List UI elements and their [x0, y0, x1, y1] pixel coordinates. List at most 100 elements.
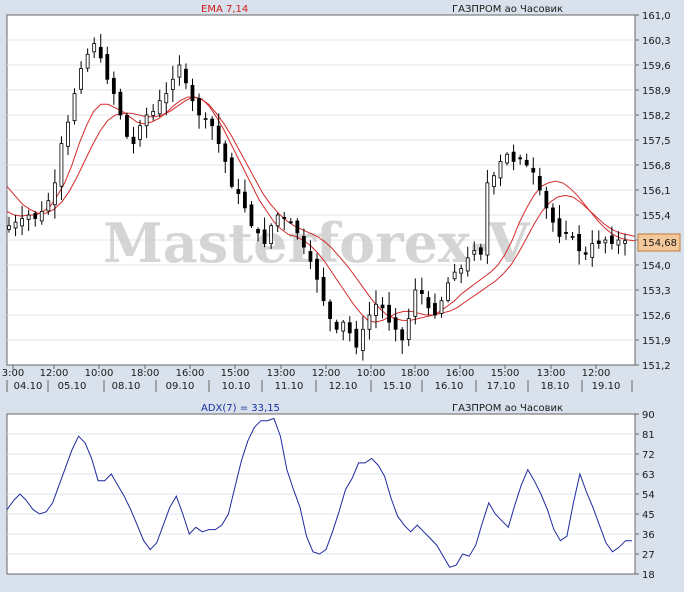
adx-line — [6, 417, 632, 568]
candle-body — [295, 220, 300, 234]
last-price-box — [637, 233, 681, 252]
candle-body — [492, 175, 496, 187]
candle-body — [308, 251, 313, 262]
candle-body — [315, 258, 319, 280]
candles — [7, 33, 627, 361]
candle-body — [275, 214, 280, 227]
date-label: 19.10 — [592, 381, 621, 392]
candle-body — [39, 211, 44, 222]
candle-body — [157, 100, 162, 115]
candle-body — [446, 282, 450, 301]
time-label: 12:00 — [40, 368, 69, 379]
time-label: 16:00 — [446, 368, 475, 379]
adx-y-tick-label: 63 — [642, 470, 655, 481]
time-label: 13:00 — [537, 368, 566, 379]
candle-body — [531, 167, 536, 173]
candle-body — [387, 304, 391, 323]
price-y-axis: 161,0 160,3 159,6 158,9 158,2 157,5 156,8 156,1… — [635, 11, 671, 372]
candle-body — [52, 182, 57, 206]
date-label: 12.10 — [329, 381, 358, 392]
price-grid — [7, 39, 635, 341]
candle-body — [413, 289, 418, 317]
price-y-tick-label: 153,3 — [642, 286, 671, 297]
candle-body — [570, 236, 575, 238]
candle-body — [151, 111, 156, 116]
candle-body — [20, 218, 25, 227]
candle-body — [367, 314, 372, 330]
candle-body — [347, 322, 352, 334]
price-y-tick-label: 151,2 — [642, 361, 671, 372]
candle-body — [511, 151, 516, 162]
candle-body — [118, 91, 123, 116]
price-y-tick-label: 159,6 — [642, 61, 671, 72]
candle-body — [92, 43, 97, 53]
date-label: 04.10 — [14, 381, 43, 392]
candle-body — [216, 125, 221, 144]
candle-body — [380, 304, 385, 309]
price-y-tick-label: 158,9 — [642, 86, 671, 97]
adx-grid — [7, 433, 635, 555]
candle-body — [406, 318, 411, 340]
price-y-tick-label: 155,4 — [642, 211, 671, 222]
time-axis: 3:00 12:00 10:00 18:00 16:00 15:00 13:00 12:00 1… — [2, 365, 633, 392]
adx-y-tick-label: 72 — [642, 450, 655, 461]
time-label: 18:00 — [131, 368, 160, 379]
candle-body — [184, 68, 188, 84]
candle-body — [623, 240, 627, 244]
candle-body — [249, 204, 254, 227]
candle-body — [138, 125, 142, 140]
date-label: 15.10 — [383, 381, 412, 392]
price-y-tick-label: 151,9 — [642, 336, 671, 347]
candle-body — [243, 191, 247, 209]
candle-body — [609, 235, 614, 244]
candle-body — [282, 217, 287, 219]
price-y-tick-label: 161,0 — [642, 11, 671, 22]
candle-body — [478, 247, 483, 255]
date-label: 17.10 — [487, 381, 516, 392]
price-indicator-label: EMA 7,14 — [201, 4, 248, 15]
candle-body — [603, 239, 608, 244]
date-label: 09.10 — [166, 381, 195, 392]
time-label: 10:00 — [85, 368, 114, 379]
date-label: 18.10 — [541, 381, 570, 392]
adx-y-tick-label: 36 — [642, 530, 655, 541]
adx-y-tick-label: 45 — [642, 510, 655, 521]
candle-body — [400, 329, 405, 341]
candle-body — [590, 243, 595, 258]
candle-body — [537, 175, 542, 191]
candle-body — [301, 235, 306, 248]
candle-body — [269, 225, 274, 245]
price-y-tick-label: 158,2 — [642, 111, 671, 122]
price-y-tick-label: 152,6 — [642, 311, 671, 322]
candle-body — [426, 297, 431, 309]
candle-body — [551, 207, 555, 223]
candle-body — [256, 229, 260, 234]
price-y-tick-label: 156,1 — [642, 186, 671, 197]
time-label: 15:00 — [491, 368, 520, 379]
candle-body — [262, 229, 267, 244]
adx-y-tick-label: 18 — [642, 570, 655, 581]
candle-body — [577, 234, 582, 252]
candle-body — [210, 118, 215, 127]
candle-body — [524, 159, 529, 166]
last-price-marker: 154,68 — [637, 233, 681, 252]
candle-body — [439, 300, 444, 314]
candle-body — [616, 239, 621, 246]
candle-body — [229, 157, 234, 187]
candle-body — [26, 214, 31, 220]
candle-body — [203, 118, 208, 120]
adx-y-axis: 90 81 72 63 54 45 36 27 18 — [635, 410, 655, 581]
time-label: 12:00 — [582, 368, 611, 379]
candle-body — [354, 328, 359, 348]
date-label: 05.10 — [58, 381, 87, 392]
time-label: 3:00 — [2, 368, 24, 379]
candle-body — [433, 303, 437, 316]
last-price-label: 154,68 — [642, 238, 677, 249]
candle-body — [459, 268, 464, 274]
candle-body — [105, 54, 110, 80]
candle-body — [72, 93, 77, 122]
adx-y-tick-label: 54 — [642, 490, 655, 501]
candle-body — [465, 257, 470, 272]
